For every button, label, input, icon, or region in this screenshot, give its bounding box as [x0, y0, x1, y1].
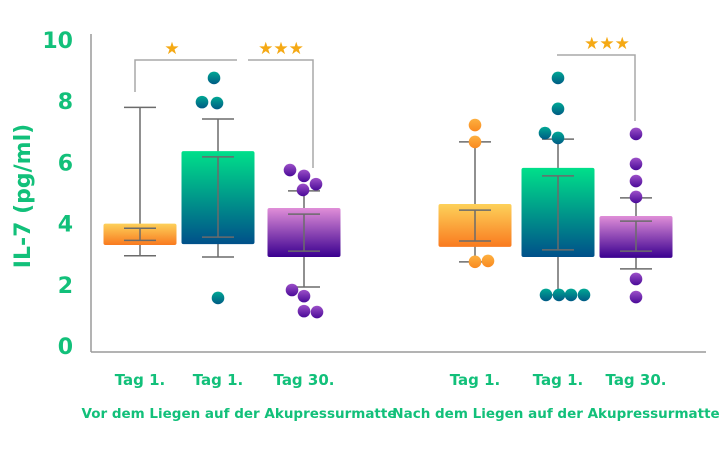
bracket-line: [134, 59, 237, 92]
outlier-point: [629, 290, 643, 304]
category-label: Tag 1.: [193, 371, 244, 389]
y-tick-label: 8: [58, 90, 73, 115]
box-purple: Tag 30.: [267, 163, 341, 389]
outlier-point: [481, 254, 495, 268]
category-label: Tag 1.: [450, 371, 501, 389]
outlier-point: [309, 177, 323, 191]
outlier-point: [468, 135, 482, 149]
outlier-point: [629, 190, 643, 204]
outlier-point: [629, 174, 643, 188]
category-label: Tag 30.: [606, 371, 667, 389]
box-orange: Tag 1.: [438, 118, 512, 389]
bracket-line: [248, 59, 314, 168]
y-tick-label: 0: [58, 335, 73, 360]
outlier-point: [297, 304, 311, 318]
significance-stars: ★★★: [258, 39, 304, 59]
box-teal: Tag 1.: [521, 71, 595, 389]
box-orange: Tag 1.: [103, 106, 177, 389]
outlier-point: [551, 102, 565, 116]
outlier-point: [468, 118, 482, 132]
outlier-point: [577, 288, 591, 302]
y-tick-label: 4: [58, 213, 73, 238]
category-label: Tag 1.: [533, 371, 584, 389]
outlier-point: [629, 157, 643, 171]
significance-bracket: ★: [134, 39, 237, 92]
outlier-point: [297, 169, 311, 183]
outlier-point: [552, 288, 566, 302]
y-tick-label: 10: [42, 29, 73, 54]
outlier-point: [285, 283, 299, 297]
outlier-point: [296, 183, 310, 197]
significance-bracket: ★★★: [557, 34, 636, 121]
outlier-point: [310, 305, 324, 319]
box-purple: Tag 30.: [599, 127, 673, 389]
outlier-point: [210, 96, 224, 110]
y-tick-label: 6: [58, 151, 73, 176]
bracket-line: [557, 54, 636, 121]
category-label: Tag 1.: [115, 371, 166, 389]
significance-bracket: ★★★: [248, 39, 314, 168]
outlier-point: [564, 288, 578, 302]
outlier-point: [538, 126, 552, 140]
group-label: Vor dem Liegen auf der Akupressurmatte: [81, 406, 396, 422]
outlier-point: [551, 131, 565, 145]
outlier-point: [211, 291, 225, 305]
outlier-point: [629, 272, 643, 286]
significance-stars: ★★★: [584, 34, 630, 54]
box-teal: Tag 1.: [181, 71, 255, 389]
category-label: Tag 30.: [274, 371, 335, 389]
y-axis-label: IL-7 (pg/ml): [11, 124, 36, 268]
outlier-point: [629, 127, 643, 141]
outlier-point: [297, 289, 311, 303]
outlier-point: [195, 95, 209, 109]
outlier-point: [539, 288, 553, 302]
significance-stars: ★: [164, 39, 179, 59]
outlier-point: [468, 255, 482, 269]
outlier-point: [551, 71, 565, 85]
group-label: Nach dem Liegen auf der Akupressurmatte: [392, 406, 719, 422]
y-tick-label: 2: [58, 274, 73, 299]
outlier-point: [207, 71, 221, 85]
outlier-point: [283, 163, 297, 177]
